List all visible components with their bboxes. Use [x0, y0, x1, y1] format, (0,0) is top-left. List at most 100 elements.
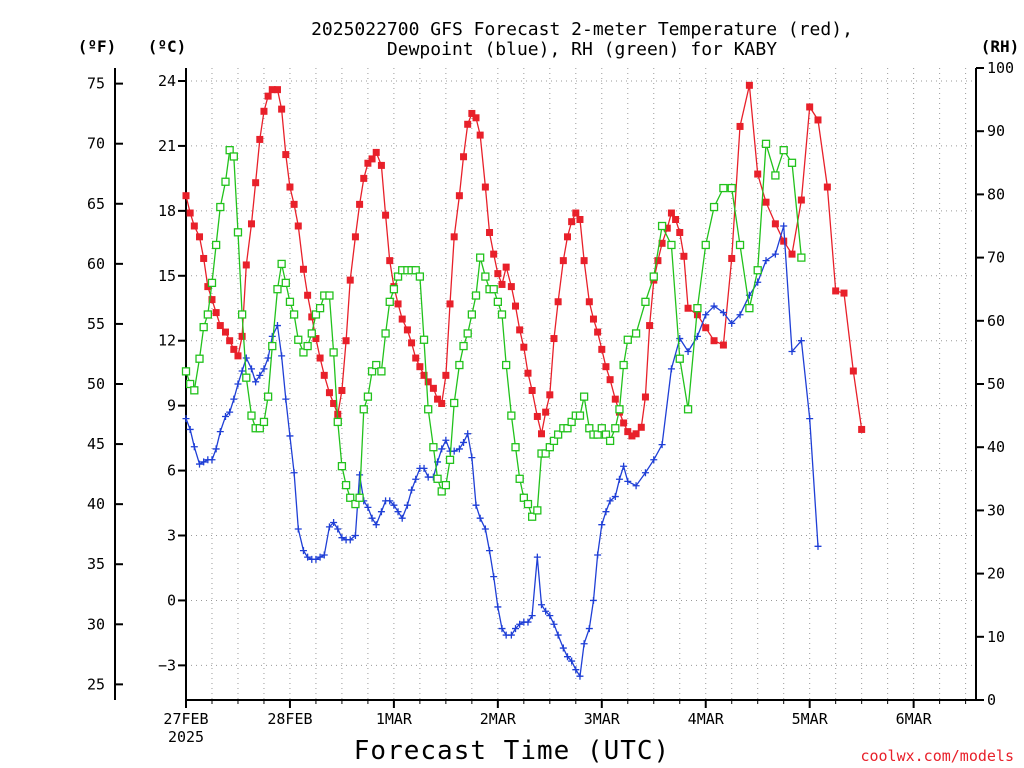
dewpoint-point	[624, 477, 632, 485]
dewpoint-point	[442, 436, 450, 444]
x-tick-label: 5MAR	[792, 710, 829, 728]
rh-point	[467, 310, 477, 319]
dewpoint-point	[196, 460, 204, 468]
dewpoint-point	[386, 497, 394, 505]
dewpoint-point	[568, 657, 576, 665]
rh-point	[567, 417, 576, 427]
rh-tick-label: 50	[987, 375, 1005, 393]
dewpoint-point	[719, 309, 727, 317]
dewpoint-point	[182, 415, 190, 423]
dewpoint-point	[278, 352, 286, 360]
temperature-point	[278, 105, 286, 113]
temperature-point	[542, 408, 550, 416]
dewpoint-point	[368, 514, 376, 522]
rh-point	[315, 304, 325, 313]
x-tick-label: 4MAR	[688, 710, 725, 728]
rh-point	[325, 291, 334, 300]
dewpoint-point	[589, 596, 597, 604]
axis-layer: −3 0 3 6 9 12 15 18 21 24 25 30 35 40 45 50 55 60 65 70 75 0 1…	[87, 59, 1014, 746]
credit-label: coolwx.com/models	[860, 747, 1014, 765]
rh-point	[186, 379, 195, 389]
dewpoint-point	[338, 534, 346, 542]
temperature-point	[268, 86, 276, 94]
rh-point	[771, 171, 780, 180]
rh-point	[709, 202, 719, 212]
temperature-point	[594, 328, 602, 336]
rh-point	[675, 354, 684, 363]
temperature-point	[563, 233, 571, 241]
temperature-point	[632, 430, 640, 438]
dewpoint-point	[702, 311, 710, 319]
dewpoint-point	[494, 603, 502, 611]
rh-point	[289, 310, 299, 319]
temperature-point	[680, 252, 688, 260]
rh-point	[359, 405, 368, 414]
temperature-point	[637, 423, 645, 431]
series-layer	[181, 81, 866, 680]
temperature-point	[840, 289, 848, 297]
dewpoint-point	[788, 348, 796, 356]
rh-point	[545, 443, 554, 452]
temperature-point	[325, 389, 333, 397]
rh-point	[619, 360, 628, 370]
dewpoint-point	[611, 493, 619, 501]
rh-tick-label: 90	[987, 122, 1005, 140]
dewpoint-point	[256, 371, 264, 379]
rh-point	[355, 493, 364, 502]
rh-point	[493, 297, 502, 306]
temperature-point	[242, 261, 250, 269]
dewpoint-point	[728, 319, 736, 327]
dewpoint-point	[472, 501, 480, 509]
temperature-point	[646, 322, 654, 330]
temperature-point	[832, 287, 840, 295]
fahrenheit-tick-label: 75	[87, 75, 105, 93]
temperature-point	[273, 86, 281, 94]
rh-point	[597, 424, 606, 433]
temperature-point	[464, 120, 472, 128]
rh-point	[372, 360, 381, 370]
dewpoint-point	[602, 508, 610, 516]
rh-point	[393, 272, 403, 281]
dewpoint-point	[190, 443, 198, 451]
temperature-point	[667, 209, 675, 217]
temperature-point	[342, 337, 350, 345]
rh-point	[667, 240, 676, 250]
temperature-point	[823, 183, 831, 191]
celsius-tick-label: 12	[158, 332, 176, 350]
temperature-point	[234, 352, 242, 360]
rh-point	[631, 329, 641, 338]
rh-point	[311, 310, 321, 319]
temperature-point	[264, 92, 272, 100]
dewpoint-point	[594, 551, 602, 559]
rh-unit-label: (RH)	[981, 37, 1020, 56]
temperature-point	[424, 378, 432, 386]
dewpoint-point	[450, 447, 458, 455]
temperature-point	[806, 103, 814, 111]
x-tick-label: 3MAR	[584, 710, 621, 728]
rh-point	[753, 266, 762, 275]
celsius-tick-label: 0	[167, 591, 176, 609]
rh-point	[489, 285, 498, 294]
temperature-point	[797, 196, 805, 204]
rh-point	[657, 221, 667, 231]
celsius-tick-label: 18	[158, 202, 176, 220]
dewpoint-point	[294, 525, 302, 533]
dewpoint-point	[312, 555, 320, 563]
temperature-point	[260, 107, 268, 115]
dewpoint-point	[208, 456, 216, 464]
temperature-point	[684, 304, 692, 312]
rh-point	[225, 146, 234, 155]
temperature-point	[788, 250, 796, 258]
dewpoint-point	[736, 311, 744, 319]
rh-point	[211, 240, 221, 250]
temperature-point	[429, 384, 437, 392]
rh-point	[497, 310, 507, 319]
temperature-point	[672, 216, 680, 224]
dewpoint-point	[438, 445, 446, 453]
dewpoint-point	[186, 425, 194, 433]
dewpoint-point	[650, 456, 658, 464]
rh-point	[294, 335, 303, 344]
rh-point	[575, 411, 585, 420]
rh-point	[761, 139, 771, 148]
